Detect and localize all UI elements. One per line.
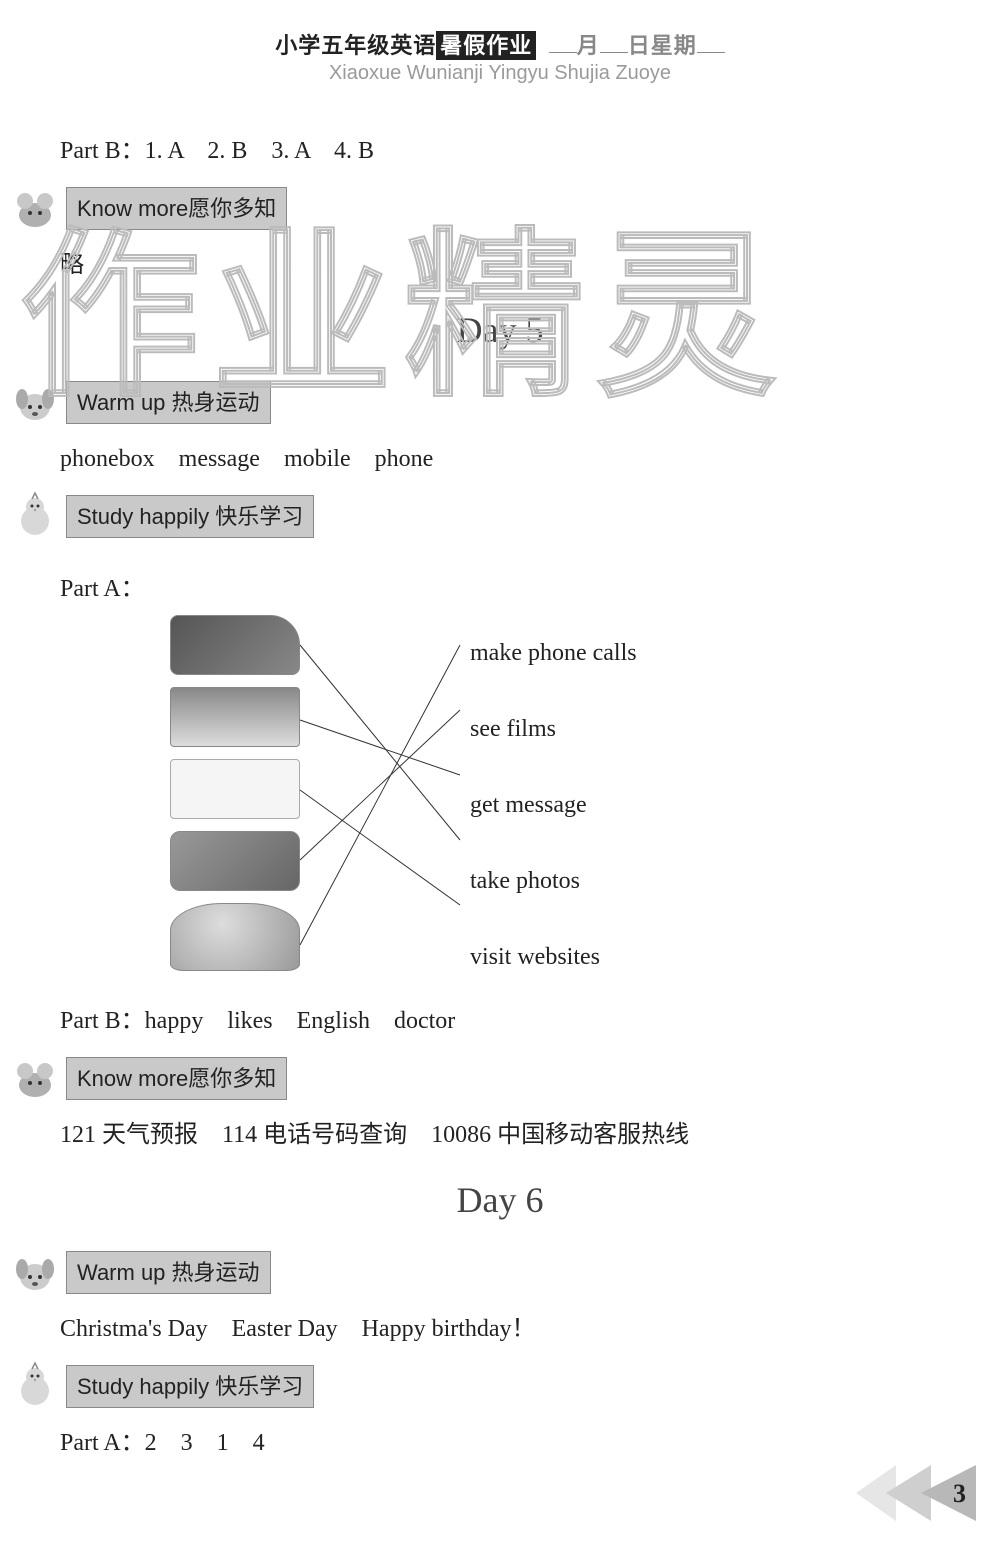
match-text-1: make phone calls: [470, 635, 637, 671]
matching-exercise: make phone calls see films get message t…: [100, 615, 940, 995]
study-happily-section-2: Study happily 快乐学习: [60, 1361, 940, 1411]
page-number: 3: [953, 1479, 966, 1509]
chick-icon: [10, 491, 60, 541]
header-title-left: 小学五年级英语: [275, 33, 436, 58]
day6-warmup-words: Christma's Day Easter Day Happy birthday…: [60, 1311, 940, 1347]
know-more-tag: Know more愿你多知: [66, 1057, 287, 1100]
know-more-section-1: Know more愿你多知: [60, 183, 940, 233]
match-line-1: [300, 645, 460, 840]
know-more-label: Know more愿你多知: [77, 196, 276, 221]
warm-up-label: Warm up 热身运动: [77, 1260, 260, 1285]
study-happily-tag: Study happily 快乐学习: [66, 1365, 314, 1408]
chick-icon: [10, 1361, 60, 1411]
day-6-title: Day 6: [60, 1173, 940, 1227]
know-more-section-2: Know more愿你多知: [60, 1053, 940, 1103]
study-happily-label: Study happily 快乐学习: [77, 504, 303, 529]
header-month-label: 月: [577, 33, 600, 58]
matching-right-column: make phone calls see films get message t…: [470, 635, 637, 1015]
day6-part-a: Part A：2 3 1 4: [60, 1425, 940, 1461]
warm-up-section-1: Warm up 热身运动: [60, 377, 940, 427]
study-happily-tag: Study happily 快乐学习: [66, 495, 314, 538]
warm-up-tag: Warm up 热身运动: [66, 381, 271, 424]
dog-icon: [10, 1247, 60, 1297]
header-title-highlight: 暑假作业: [436, 31, 536, 60]
day5-part-a-label: Part A：: [60, 571, 145, 607]
part-b-answers-top: Part B：1. A 2. B 3. A 4. B: [60, 133, 940, 169]
day5-know-more-text: 121 天气预报 114 电话号码查询 10086 中国移动客服热线: [60, 1117, 940, 1153]
match-text-3: get message: [470, 787, 637, 823]
day5-warmup-words: phonebox message mobile phone: [60, 441, 940, 477]
header-date: 月 日星期: [549, 33, 725, 58]
match-text-4: take photos: [470, 863, 637, 899]
study-happily-label: Study happily 快乐学习: [77, 1374, 303, 1399]
day-5-title: Day 5: [60, 303, 940, 357]
match-text-2: see films: [470, 711, 637, 747]
warm-up-tag: Warm up 热身运动: [66, 1251, 271, 1294]
study-happily-section-1: Study happily 快乐学习: [60, 491, 940, 541]
match-line-5: [300, 645, 460, 945]
header-title: 小学五年级英语暑假作业 月 日星期: [0, 28, 1000, 60]
warm-up-label: Warm up 热身运动: [77, 390, 260, 415]
page-header: 小学五年级英语暑假作业 月 日星期 Xiaoxue Wunianji Yingyu…: [0, 0, 1000, 85]
match-line-3: [300, 790, 460, 905]
header-pinyin: Xiaoxue Wunianji Yingyu Shujia Zuoye: [0, 62, 1000, 85]
mouse-icon: [10, 183, 60, 233]
page-corner: 3: [856, 1465, 976, 1521]
page-content: Part B：1. A 2. B 3. A 4. B Know more愿你多知…: [0, 85, 1000, 1461]
know-more-label: Know more愿你多知: [77, 1066, 276, 1091]
match-text-5: visit websites: [470, 939, 637, 975]
warm-up-section-2: Warm up 热身运动: [60, 1247, 940, 1297]
know-more-tag: Know more愿你多知: [66, 187, 287, 230]
dog-icon: [10, 377, 60, 427]
lue-text: 略: [60, 247, 940, 283]
match-line-2: [300, 720, 460, 775]
header-day-label: 日星期: [628, 33, 697, 58]
mouse-icon: [10, 1053, 60, 1103]
match-line-4: [300, 710, 460, 860]
